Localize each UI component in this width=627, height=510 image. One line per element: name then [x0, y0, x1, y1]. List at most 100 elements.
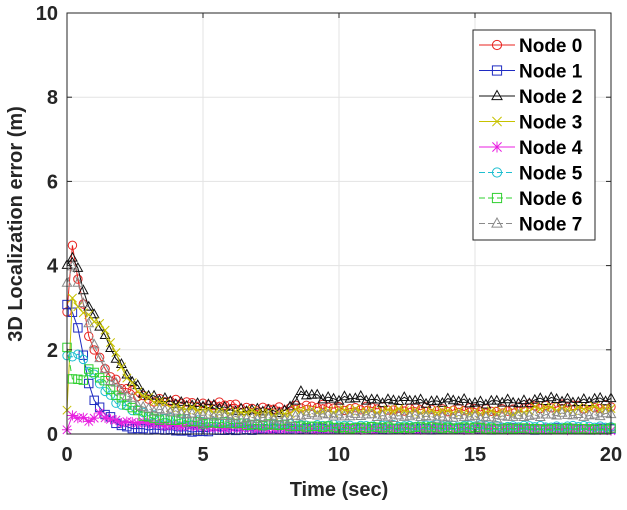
- legend-marker-node-1: [491, 65, 503, 76]
- legend-label-node-7: Node 7: [519, 215, 582, 236]
- data-point-node-7: [83, 317, 95, 328]
- data-point-node-2: [496, 396, 508, 407]
- data-point-node-3: [105, 337, 116, 348]
- data-point-node-7: [349, 407, 361, 418]
- data-point-node-4: [94, 407, 105, 418]
- data-point-node-3: [154, 397, 165, 407]
- data-point-node-4: [502, 424, 513, 435]
- data-point-node-6: [551, 424, 562, 434]
- data-point-node-4: [89, 413, 100, 424]
- data-point-node-3: [100, 325, 110, 335]
- series-layer: [61, 240, 617, 437]
- data-point-node-6: [149, 413, 159, 424]
- x-tick-label: 10: [328, 444, 350, 466]
- data-point-node-7: [290, 409, 301, 420]
- data-point-node-6: [579, 423, 589, 434]
- data-point-node-2: [562, 392, 573, 403]
- data-point-node-4: [170, 420, 181, 431]
- data-point-node-4: [382, 424, 393, 435]
- data-point-node-3: [138, 391, 148, 401]
- data-point-node-0: [502, 406, 513, 416]
- data-point-node-6: [573, 423, 584, 434]
- x-tick-labels: 0 5 10 15 20: [61, 444, 622, 466]
- data-point-node-7: [143, 402, 155, 413]
- y-axis-title: 3D Localization error (m): [5, 106, 27, 342]
- data-point-node-7: [545, 408, 557, 419]
- data-point-node-6: [388, 423, 399, 434]
- data-point-node-3: [573, 402, 583, 412]
- data-point-node-4: [236, 423, 247, 434]
- data-point-node-7: [360, 408, 372, 419]
- data-point-node-6: [171, 415, 181, 426]
- data-point-node-7: [110, 376, 122, 387]
- data-point-node-2: [148, 389, 160, 400]
- data-point-node-2: [387, 394, 399, 405]
- data-point-node-7: [213, 408, 225, 419]
- data-point-node-2: [290, 394, 301, 405]
- data-point-node-6: [568, 424, 578, 434]
- data-point-node-4: [110, 415, 121, 426]
- data-point-node-5: [73, 349, 83, 359]
- data-point-node-2: [328, 392, 340, 403]
- data-point-node-6: [220, 417, 230, 427]
- data-point-node-6: [546, 423, 556, 434]
- data-point-node-7: [572, 408, 584, 419]
- series-line-node-6: [66, 347, 612, 431]
- data-point-node-4: [138, 416, 149, 427]
- data-point-node-6: [432, 423, 442, 433]
- data-point-node-7: [306, 407, 318, 418]
- data-point-node-7: [382, 410, 394, 421]
- data-point-node-6: [122, 400, 132, 410]
- data-point-node-6: [377, 423, 388, 433]
- data-point-node-7: [594, 410, 606, 421]
- data-point-node-6: [192, 417, 203, 427]
- data-point-node-4: [600, 424, 611, 435]
- data-point-node-7: [170, 404, 182, 415]
- data-point-node-2: [175, 395, 187, 406]
- data-point-node-4: [372, 424, 383, 435]
- data-point-node-4: [350, 423, 361, 435]
- data-point-node-0: [350, 403, 361, 413]
- legend-marker-node-4: [491, 141, 503, 153]
- data-point-node-5: [116, 400, 127, 410]
- data-point-node-4: [78, 412, 89, 423]
- data-point-node-7: [77, 297, 89, 308]
- data-point-node-3: [530, 402, 540, 412]
- data-point-node-7: [480, 411, 492, 422]
- legend-marker-node-3: [492, 116, 502, 127]
- data-point-node-6: [323, 421, 333, 431]
- data-point-node-6: [383, 422, 393, 432]
- data-point-node-1: [89, 395, 99, 406]
- legend-entry-node-2: Node 2: [479, 87, 582, 108]
- series-line-node-7: [66, 264, 612, 421]
- data-point-node-6: [84, 364, 94, 374]
- data-point-node-7: [333, 408, 345, 419]
- data-point-node-7: [469, 409, 481, 420]
- data-point-node-6: [176, 414, 186, 424]
- data-point-node-4: [143, 418, 154, 429]
- data-point-node-4: [214, 422, 225, 433]
- data-point-node-4: [176, 421, 187, 432]
- data-point-node-4: [241, 422, 252, 433]
- data-point-node-6: [301, 422, 312, 433]
- data-point-node-6: [78, 375, 89, 385]
- legend-label-node-4: Node 4: [519, 138, 583, 159]
- legend-label-node-0: Node 0: [519, 36, 582, 57]
- data-point-node-2: [415, 393, 427, 404]
- data-point-node-7: [230, 410, 242, 421]
- data-point-node-4: [306, 424, 317, 435]
- legend-marker-node-0: [491, 39, 503, 51]
- data-point-node-6: [214, 418, 225, 429]
- data-point-node-7: [99, 362, 111, 373]
- x-tick-label: 20: [600, 444, 622, 466]
- data-point-node-1: [67, 307, 78, 317]
- data-point-node-5: [94, 379, 105, 389]
- data-point-node-3: [486, 406, 496, 416]
- data-point-node-2: [295, 385, 307, 396]
- data-point-node-0: [508, 404, 518, 414]
- data-point-node-4: [301, 423, 312, 434]
- data-point-node-6: [328, 422, 339, 433]
- data-point-node-4: [513, 424, 524, 435]
- data-point-node-2: [192, 397, 204, 408]
- data-point-node-6: [127, 402, 137, 413]
